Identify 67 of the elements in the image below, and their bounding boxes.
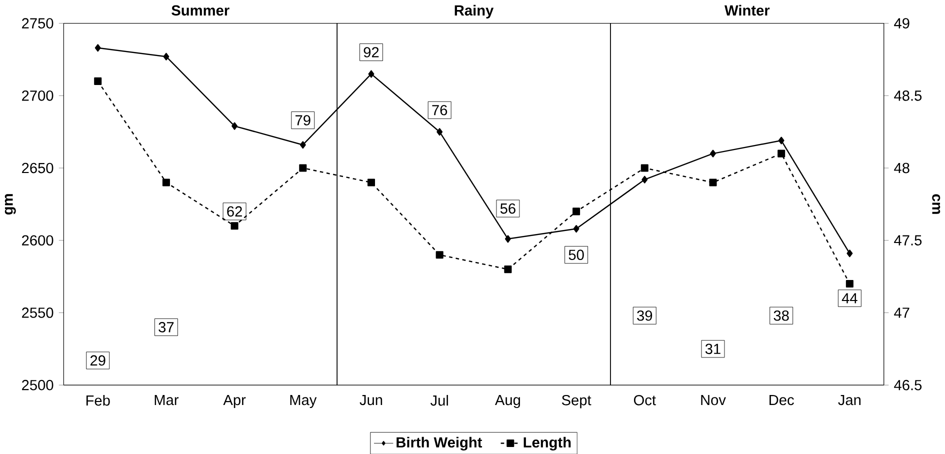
point <box>642 176 648 184</box>
x-tick-label: Jun <box>360 394 382 406</box>
point <box>368 70 374 78</box>
x-tick-label: Feb <box>86 394 110 406</box>
annotation: 79 <box>296 114 310 126</box>
legend-label: Length <box>524 436 571 450</box>
point <box>162 178 170 186</box>
point <box>640 164 648 172</box>
x-tick-label: Dec <box>770 394 794 406</box>
y-axis-title: gm <box>4 194 16 214</box>
x-tick-label: Jul <box>430 394 448 406</box>
point <box>299 164 307 172</box>
point <box>232 122 238 130</box>
y-tick-label: 2750 <box>22 18 54 28</box>
x-tick-label: Oct <box>634 394 656 406</box>
point <box>94 77 102 85</box>
y2-tick-label: 49 <box>894 18 910 28</box>
annotation: 44 <box>842 293 858 304</box>
point <box>846 280 854 288</box>
y-tick-label: 2600 <box>22 235 54 246</box>
annotation: 37 <box>158 322 174 332</box>
annotation: 50 <box>568 250 584 260</box>
y2-axis-title: cm <box>932 194 940 214</box>
x-tick-label: Aug <box>494 394 520 408</box>
point <box>300 140 306 148</box>
annotation: 62 <box>227 206 242 216</box>
annotation: 39 <box>637 310 652 321</box>
x-tick-label: May <box>290 394 317 408</box>
text: Rainy <box>454 4 494 18</box>
text: Winter <box>724 4 770 16</box>
point <box>436 250 444 258</box>
text: Summer <box>172 5 230 16</box>
point <box>436 128 443 136</box>
point <box>572 208 580 216</box>
point <box>710 150 716 158</box>
point <box>573 224 580 232</box>
point <box>504 235 511 243</box>
point <box>778 136 784 144</box>
y2-tick-label: 47.5 <box>894 235 922 246</box>
y2-tick-label: 47 <box>894 308 910 318</box>
point <box>709 178 717 186</box>
point <box>163 52 170 60</box>
x-tick-label: Nov <box>701 394 726 406</box>
y2-tick-label: 48.5 <box>894 90 922 101</box>
y2-tick-label: 48 <box>894 162 910 174</box>
x-tick-label: Apr <box>223 394 246 408</box>
annotation: 76 <box>432 104 448 116</box>
x-tick-label: Sept <box>562 394 592 408</box>
point <box>367 178 376 186</box>
y-tick-label: 2500 <box>22 380 54 390</box>
annotation: 56 <box>500 203 516 214</box>
x-tick-label: Jan <box>838 394 860 406</box>
y-tick-label: 2700 <box>22 90 54 101</box>
annotation: 38 <box>774 310 789 321</box>
point <box>778 150 786 158</box>
annotation: 92 <box>364 46 379 58</box>
annotation: 29 <box>90 355 106 366</box>
point <box>504 265 512 273</box>
point <box>846 249 853 258</box>
point <box>94 44 101 52</box>
y2-tick-label: 46.5 <box>894 380 922 390</box>
y-tick-label: 2650 <box>22 162 54 174</box>
y-tick-label: 2550 <box>22 307 54 318</box>
point <box>230 222 238 230</box>
legend-label: Birth Weight <box>396 436 482 450</box>
annotation: 31 <box>705 344 720 354</box>
x-tick-label: Mar <box>154 394 179 406</box>
